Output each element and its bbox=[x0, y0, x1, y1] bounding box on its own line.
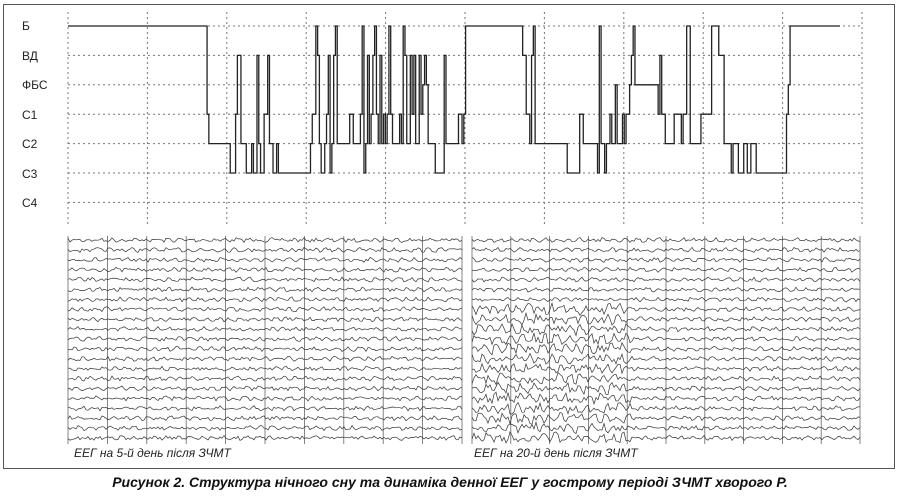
eeg-channel-trace bbox=[471, 362, 861, 375]
eeg-caption-day20: ЕЕГ на 20-й день після ЗЧМТ bbox=[474, 446, 638, 460]
eeg-channel-trace bbox=[471, 401, 861, 415]
eeg-channel-trace bbox=[471, 391, 861, 406]
eeg-channel-trace bbox=[471, 301, 861, 316]
eeg-channel-trace bbox=[471, 431, 861, 444]
eeg-channel-trace bbox=[67, 266, 463, 273]
stage-label-5: С3 bbox=[22, 167, 38, 181]
eeg-channel-trace bbox=[67, 276, 463, 283]
eeg-channel-trace bbox=[471, 276, 861, 283]
eeg-channel-trace bbox=[471, 236, 861, 243]
eeg-channel-trace bbox=[67, 355, 463, 362]
eeg-channel-trace bbox=[67, 286, 463, 293]
eeg-caption-day5: ЕЕГ на 5-й день після ЗЧМТ bbox=[74, 446, 231, 460]
stage-label-4: С2 bbox=[22, 137, 38, 151]
eeg-channel-trace bbox=[471, 257, 861, 263]
eeg-channel-trace bbox=[67, 316, 463, 323]
eeg-channel-trace bbox=[67, 326, 463, 332]
eeg-channel-trace bbox=[67, 237, 463, 243]
eeg-channel-trace bbox=[471, 412, 861, 426]
hypnogram-series-line bbox=[68, 25, 840, 174]
eeg-channel-trace bbox=[67, 336, 463, 342]
eeg-channel-trace bbox=[471, 381, 861, 395]
eeg-channel-trace bbox=[67, 246, 463, 253]
eeg-channel-trace bbox=[67, 306, 463, 313]
eeg-channel-trace bbox=[67, 346, 463, 353]
stage-label-0: Б bbox=[22, 19, 30, 33]
stage-label-3: С1 bbox=[22, 108, 38, 122]
eeg-channel-trace bbox=[67, 424, 463, 432]
eeg-channel-trace bbox=[471, 332, 861, 346]
stage-label-2: ФБС bbox=[22, 78, 48, 92]
eeg-channel-trace bbox=[68, 385, 463, 392]
eeg-traces bbox=[67, 236, 861, 444]
eeg-channel-trace bbox=[67, 365, 463, 372]
eeg-channel-trace bbox=[67, 405, 463, 412]
eeg-channel-trace bbox=[471, 341, 861, 356]
eeg-channel-trace bbox=[67, 296, 463, 303]
eeg-channel-trace bbox=[471, 286, 861, 293]
eeg-channel-trace bbox=[471, 421, 861, 435]
eeg-channel-trace bbox=[67, 435, 463, 441]
eeg-channel-trace bbox=[471, 371, 861, 386]
eeg-channel-trace bbox=[67, 256, 463, 263]
eeg-channel-trace bbox=[471, 322, 861, 337]
hypnogram-chart bbox=[67, 12, 863, 225]
eeg-channel-trace bbox=[471, 296, 861, 303]
eeg-channel-trace bbox=[471, 352, 861, 365]
figure-caption: Рисунок 2. Структура нічного сну та дина… bbox=[112, 474, 788, 490]
eeg-channel-trace bbox=[67, 395, 463, 402]
eeg-channel-trace bbox=[67, 415, 463, 422]
eeg-channel-trace bbox=[67, 375, 463, 382]
figure-frame bbox=[3, 4, 895, 469]
stage-label-6: С4 bbox=[22, 196, 38, 210]
eeg-channel-trace bbox=[471, 311, 861, 326]
eeg-channel-trace bbox=[471, 246, 861, 253]
eeg-channel-trace bbox=[471, 266, 861, 273]
stage-label-1: ВД bbox=[22, 49, 38, 63]
